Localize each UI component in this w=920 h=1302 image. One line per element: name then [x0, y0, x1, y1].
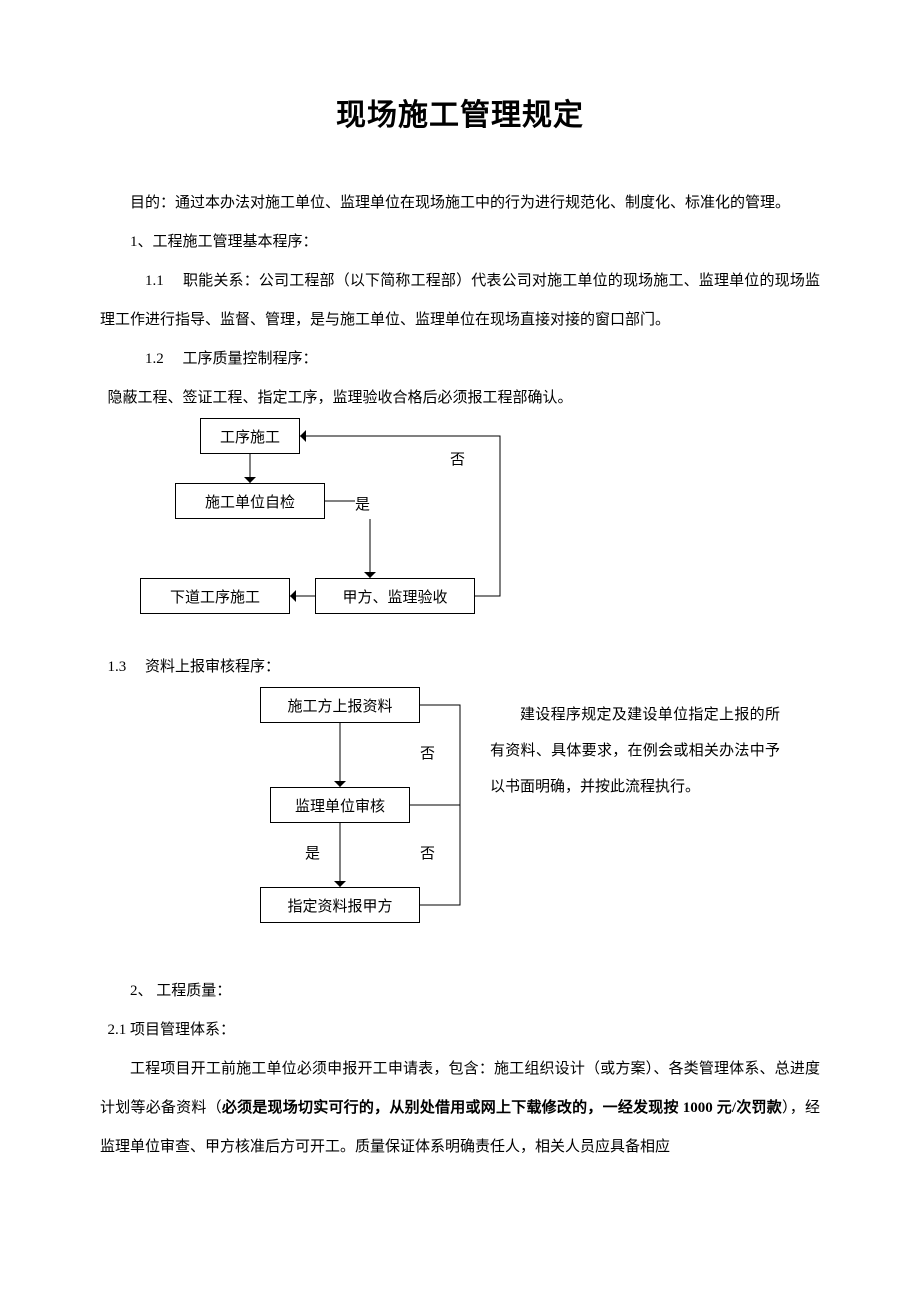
heading-1-2: 1.2 工序质量控制程序： [100, 340, 820, 379]
flow2-node-m2: 监理单位审核 [270, 787, 410, 823]
flow1-node-n4: 下道工序施工 [140, 578, 290, 614]
flow2-node-m1: 施工方上报资料 [260, 687, 420, 723]
flow2-label-no2: 否 [420, 842, 435, 863]
paragraph-purpose: 目的：通过本办法对施工单位、监理单位在现场施工中的行为进行规范化、制度化、标准化… [100, 184, 820, 223]
heading-2-1: 2.1 项目管理体系： [108, 1011, 821, 1050]
flow1-label-yes: 是 [355, 493, 370, 514]
flow1-node-n3: 甲方、监理验收 [315, 578, 475, 614]
heading-2: 2、 工程质量： [100, 972, 820, 1011]
flow2-label-yes: 是 [305, 842, 320, 863]
flow2-label-no1: 否 [420, 742, 435, 763]
heading-1-3: 1.3 资料上报审核程序： [108, 648, 821, 687]
flowchart-2: 施工方上报资料 监理单位审核 指定资料报甲方 否 是 否 建设程序规定及建设单位… [220, 687, 820, 942]
para-2-1-bold: 必须是现场切实可行的，从别处借用或网上下载修改的，一经发现按 1000 元/次罚… [222, 1100, 782, 1116]
flow1-node-n2: 施工单位自检 [175, 483, 325, 519]
page-title: 现场施工管理规定 [100, 90, 820, 134]
flow2-node-m3: 指定资料报甲方 [260, 887, 420, 923]
flow1-node-n1: 工序施工 [200, 418, 300, 454]
paragraph-1-1: 1.1 职能关系：公司工程部（以下简称工程部）代表公司对施工单位的现场施工、监理… [100, 262, 820, 340]
flowchart-1: 工序施工 施工单位自检 甲方、监理验收 下道工序施工 是 否 [120, 418, 820, 623]
flow1-label-no: 否 [450, 448, 465, 469]
paragraph-2-1-body: 工程项目开工前施工单位必须申报开工申请表，包含：施工组织设计（或方案）、各类管理… [100, 1050, 820, 1167]
paragraph-1-2-note: 隐蔽工程、签证工程、指定工序，监理验收合格后必须报工程部确认。 [108, 379, 821, 418]
heading-1: 1、工程施工管理基本程序： [100, 223, 820, 262]
flow2-side-note: 建设程序规定及建设单位指定上报的所有资料、具体要求，在例会或相关办法中予以书面明… [490, 697, 780, 805]
